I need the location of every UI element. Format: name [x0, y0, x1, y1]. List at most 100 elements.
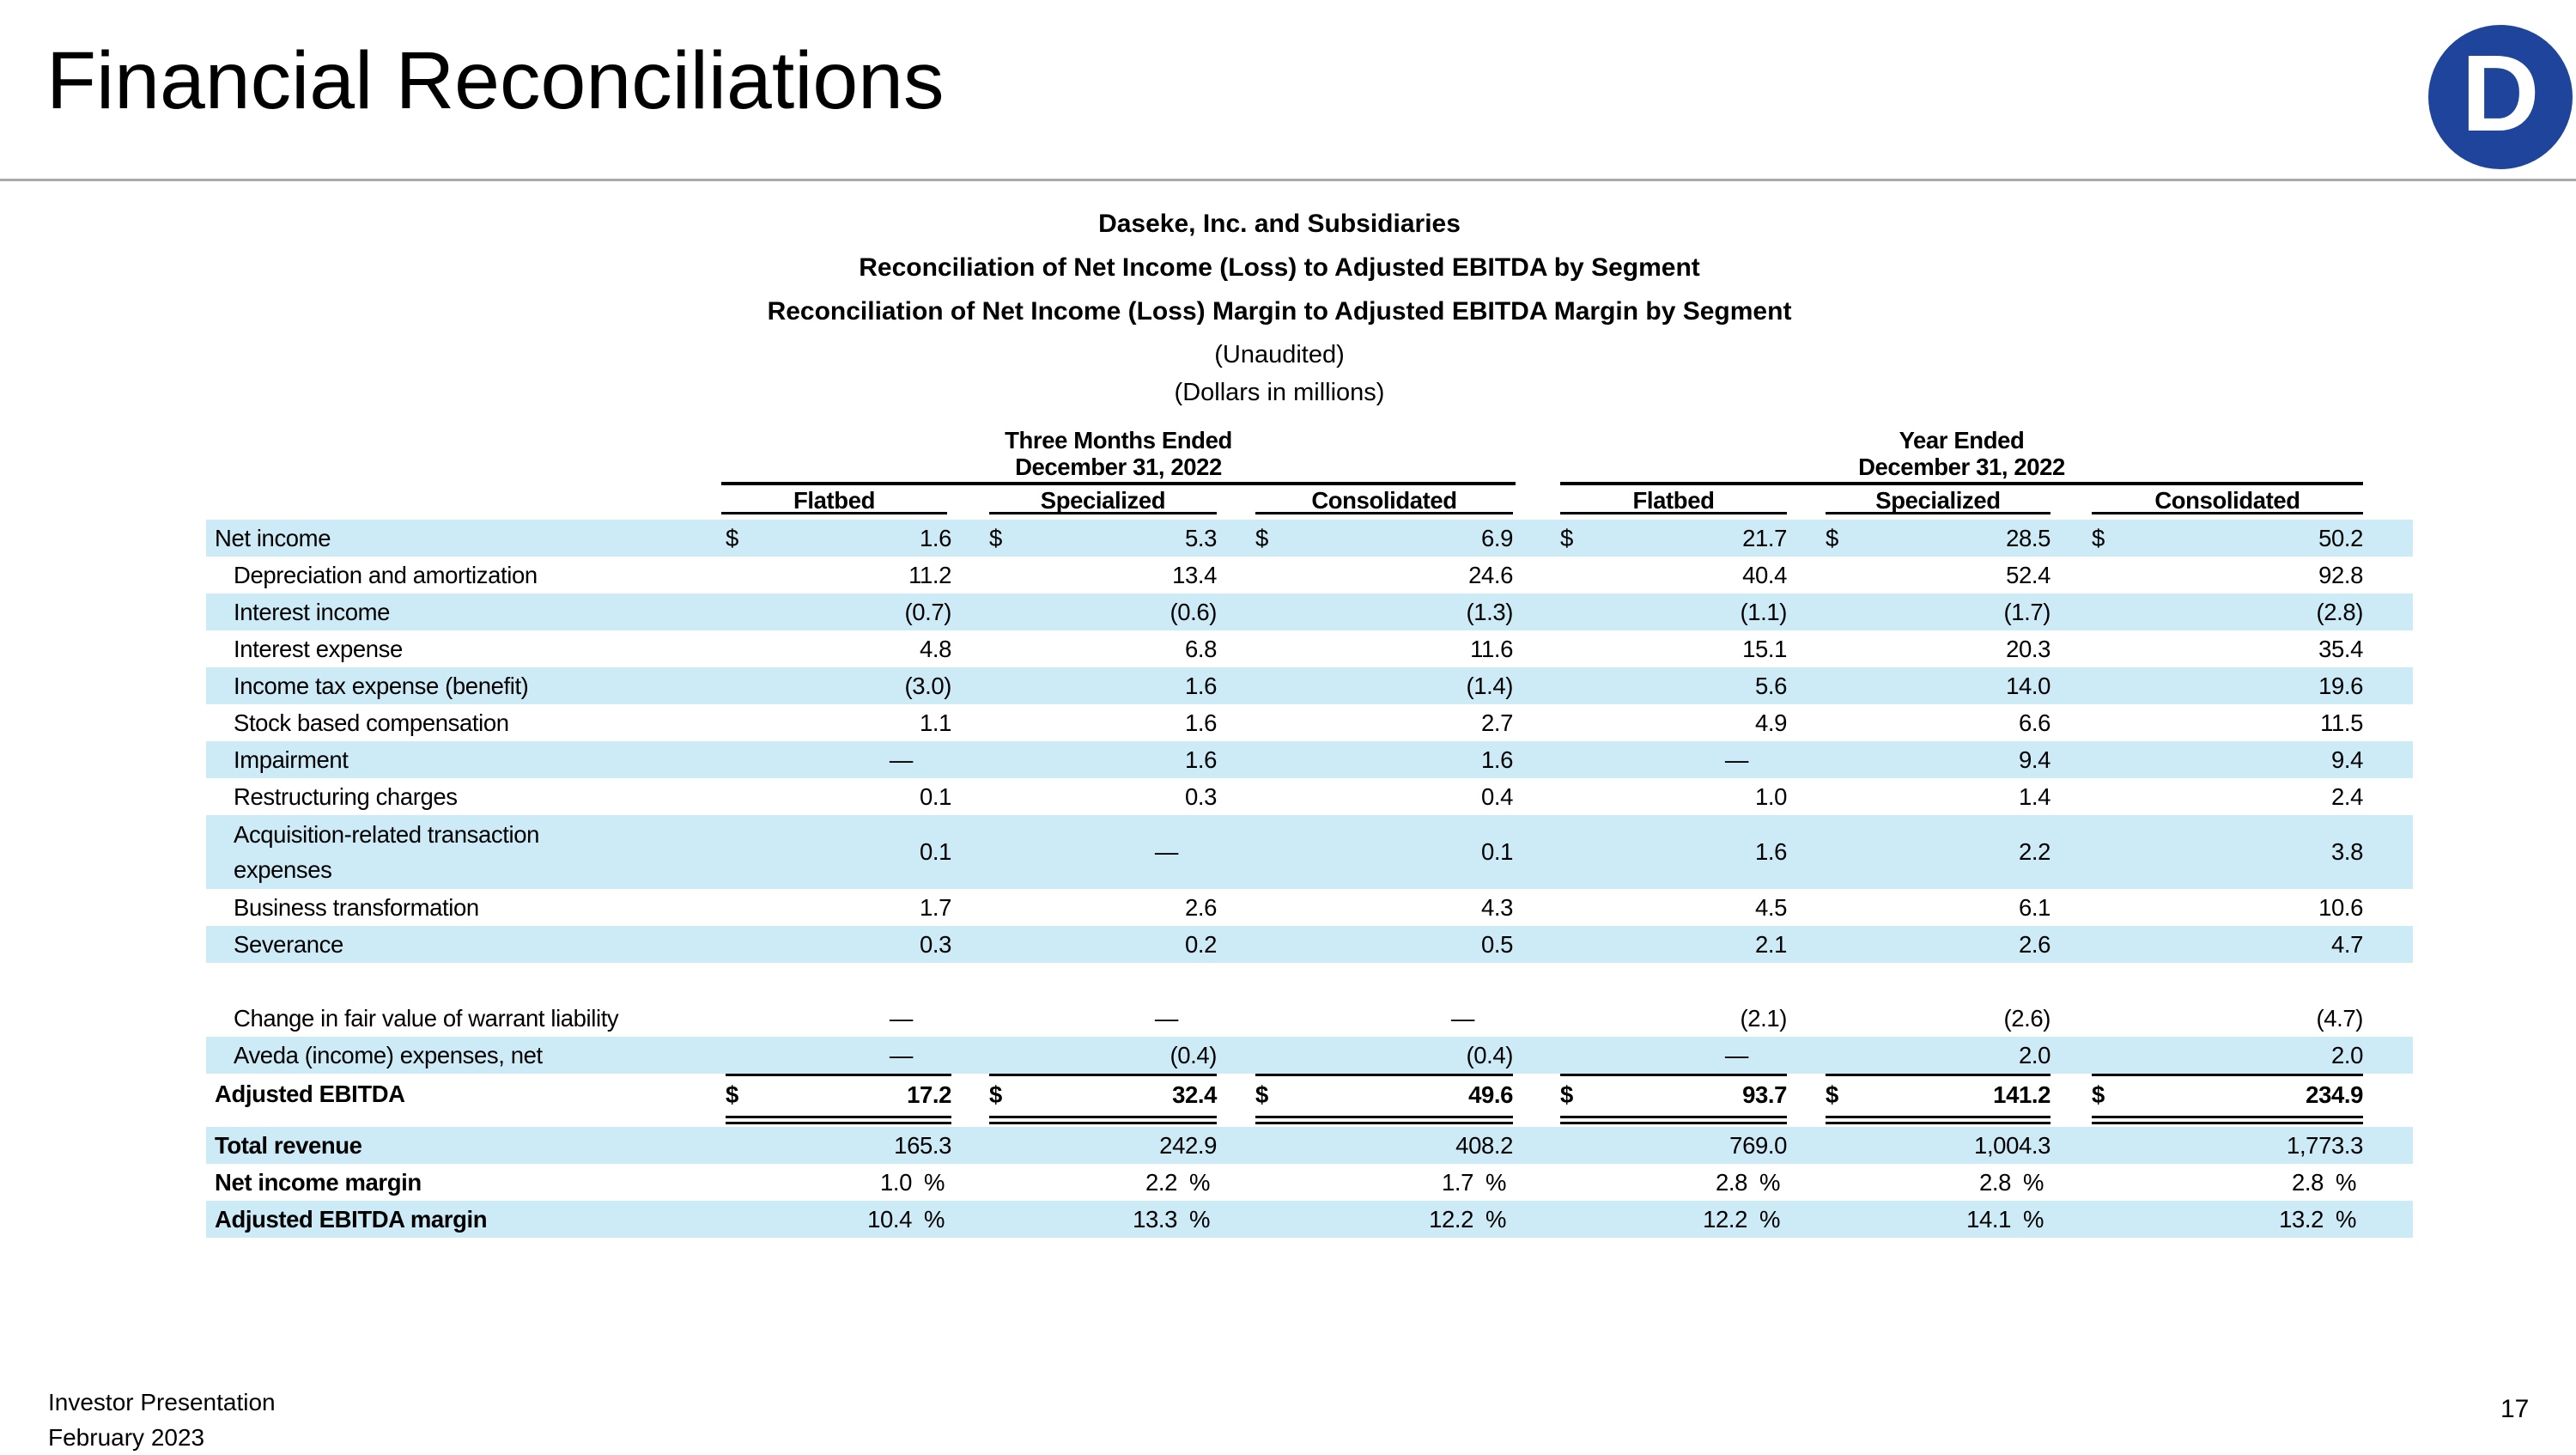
- row-label-line: Net income margin: [215, 1169, 422, 1196]
- table-row: Acquisition-related transaction expenses 0…: [206, 815, 2413, 889]
- percent-sign: %: [1485, 1168, 1507, 1196]
- cell-value: 0.3: [919, 930, 951, 958]
- title-divider: [0, 179, 2576, 181]
- row-label-line: Net income: [215, 525, 331, 551]
- cell-value: 4.3: [1480, 893, 1513, 921]
- cell-value: 1.6: [1184, 672, 1217, 699]
- row-label-line: Depreciation and amortization: [234, 562, 538, 588]
- cell-value: 9.4: [2018, 746, 2050, 773]
- table-cell: 3.8: [2092, 815, 2363, 889]
- cell-value: 11.5: [2320, 709, 2363, 736]
- dollar-sign: $: [989, 524, 1002, 551]
- dollar-sign: $: [1255, 1081, 1268, 1108]
- cell-value: 4.7: [2330, 930, 2363, 958]
- table-cell: 165.3: [726, 1127, 951, 1164]
- double-underline: [1255, 1116, 1513, 1124]
- row-label-line: Income tax expense (benefit): [234, 673, 529, 699]
- table-cell: $234.9: [2092, 1074, 2363, 1113]
- table-cell: 11.6: [1255, 630, 1513, 667]
- cell-value: 11.2: [908, 561, 951, 588]
- percent-sign: %: [2336, 1205, 2357, 1233]
- table-cell: 1.7: [726, 889, 951, 926]
- table-cell: 20.3: [1826, 630, 2050, 667]
- table-cell: (1.4): [1255, 667, 1513, 704]
- row-label: Severance: [206, 926, 726, 963]
- cell-value: 242.9: [1159, 1131, 1217, 1159]
- table-cell: $17.2: [726, 1074, 951, 1113]
- cell-value: 14.1: [1966, 1205, 2011, 1233]
- table-body: Net income $1.6 $5.3 $6.9 $21.7 $28.5 $50.2 Dep…: [206, 520, 2413, 1238]
- column-header-specialized-q: Specialized: [989, 489, 1217, 514]
- table-row: Interest expense 4.8 6.8 11.6 15.1 20.3 35.4: [206, 630, 2413, 667]
- dollar-sign: $: [1826, 524, 1838, 551]
- cell-value: (0.7): [904, 598, 951, 625]
- cell-value: 24.6: [1468, 561, 1513, 588]
- table-cell: 408.2: [1255, 1127, 1513, 1164]
- cell-value: 10.4: [867, 1205, 912, 1233]
- table-cell: 1.6: [989, 741, 1217, 778]
- table-cell: $6.9: [1255, 520, 1513, 557]
- table-cell: 92.8: [2092, 557, 2363, 594]
- table-row: Severance 0.3 0.2 0.5 2.1 2.6 4.7: [206, 926, 2413, 963]
- cell-value: —: [889, 746, 914, 773]
- cell-value: 2.0: [2330, 1041, 2363, 1068]
- row-label-line: Interest expense: [234, 636, 403, 662]
- table-cell: 4.5: [1560, 889, 1787, 926]
- table-cell: $141.2: [1826, 1074, 2050, 1113]
- cell-value: 0.3: [1184, 782, 1217, 810]
- cell-value: 13.4: [1172, 561, 1217, 588]
- table-cell: (1.1): [1560, 594, 1787, 630]
- table-cell: 2.8%: [2092, 1164, 2363, 1201]
- cell-value: 28.5: [2006, 524, 2050, 551]
- cell-value: (2.6): [2003, 1004, 2050, 1032]
- table-cell: 242.9: [989, 1127, 1217, 1164]
- row-label: Depreciation and amortization: [206, 557, 726, 594]
- reconciliation-table: Three Months Ended December 31, 2022 Yea…: [206, 427, 2413, 1238]
- table-cell: 1.6: [989, 704, 1217, 741]
- table-cell: (0.6): [989, 594, 1217, 630]
- cell-value: 40.4: [1742, 561, 1787, 588]
- dollar-sign: $: [1560, 1081, 1573, 1108]
- dollar-sign: $: [726, 1081, 738, 1108]
- cell-value: 10.6: [2318, 893, 2363, 921]
- cell-value: —: [889, 1041, 914, 1068]
- table-cell: $49.6: [1255, 1074, 1513, 1113]
- dollar-sign: $: [2092, 1081, 2105, 1108]
- table-cell: 13.4: [989, 557, 1217, 594]
- table-cell: (1.3): [1255, 594, 1513, 630]
- cell-value: 2.2: [1145, 1168, 1177, 1196]
- cell-value: 2.0: [2018, 1041, 2050, 1068]
- table-cell: (0.4): [1255, 1037, 1513, 1074]
- cell-value: (2.8): [2316, 598, 2363, 625]
- table-cell: 2.2%: [989, 1164, 1217, 1201]
- footer: Investor Presentation February 2023: [48, 1385, 276, 1455]
- row-label: Adjusted EBITDA: [206, 1074, 726, 1113]
- table-row: Stock based compensation 1.1 1.6 2.7 4.9 6.6 1…: [206, 704, 2413, 741]
- table-cell: 1,773.3: [2092, 1127, 2363, 1164]
- cell-value: 17.2: [907, 1081, 951, 1108]
- cell-value: 0.1: [919, 838, 951, 865]
- row-label: Income tax expense (benefit): [206, 667, 726, 704]
- cell-value: 93.7: [1742, 1081, 1787, 1108]
- percent-sign: %: [2023, 1205, 2044, 1233]
- row-label: Stock based compensation: [206, 704, 726, 741]
- column-header-specialized-y: Specialized: [1826, 489, 2050, 514]
- cell-value: (2.1): [1740, 1004, 1787, 1032]
- table-cell: 2.4: [2092, 778, 2363, 815]
- cell-value: 32.4: [1172, 1081, 1217, 1108]
- cell-value: 234.9: [2306, 1081, 2363, 1108]
- table-row: Depreciation and amortization 11.2 13.4 24.…: [206, 557, 2413, 594]
- table-cell: 0.2: [989, 926, 1217, 963]
- cell-value: 11.6: [1470, 635, 1513, 662]
- row-label-line: Acquisition-related transaction: [234, 821, 539, 848]
- table-cell: (1.7): [1826, 594, 2050, 630]
- cell-value: 1.7: [1441, 1168, 1473, 1196]
- table-row: Adjusted EBITDA margin 10.4% 13.3% 12.2% 12.…: [206, 1201, 2413, 1238]
- group-underline: [721, 482, 1516, 485]
- cell-value: 1.1: [919, 709, 951, 736]
- table-row: Income tax expense (benefit) (3.0) 1.6 (1.4…: [206, 667, 2413, 704]
- table-cell: $28.5: [1826, 520, 2050, 557]
- logo-letter: D: [2461, 33, 2540, 154]
- row-label: Restructuring charges: [206, 778, 726, 815]
